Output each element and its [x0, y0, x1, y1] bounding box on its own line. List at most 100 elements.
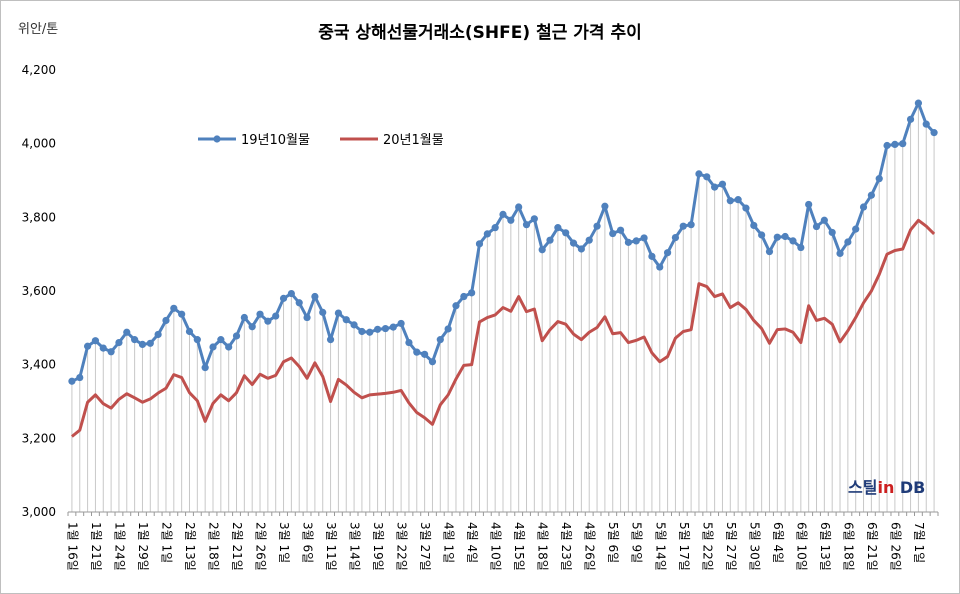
data-point: [703, 173, 711, 181]
data-point: [178, 310, 186, 318]
data-point: [656, 263, 664, 271]
data-point: [828, 228, 836, 237]
data-point: [311, 292, 319, 301]
data-point: [562, 229, 570, 237]
data-point: [663, 249, 672, 257]
data-point: [287, 289, 295, 298]
x-tick-label: 6월 10일: [794, 522, 808, 571]
data-point: [326, 336, 335, 344]
data-point: [358, 327, 366, 336]
data-point: [483, 230, 491, 238]
data-point: [123, 328, 131, 336]
y-tick-label: 3,800: [22, 210, 56, 224]
data-point: [820, 216, 828, 224]
data-point: [640, 234, 648, 242]
data-point: [397, 319, 405, 328]
data-point: [256, 310, 264, 318]
data-point: [138, 340, 147, 349]
x-tick-label: 3월 27일: [418, 522, 432, 571]
data-point: [232, 332, 241, 340]
y-tick-label: 3,600: [22, 284, 56, 298]
data-point: [711, 183, 719, 191]
x-tick-label: 2월 18일: [207, 522, 221, 571]
drop-lines: [71, 103, 935, 512]
legend: 19년10월물 20년1월물: [198, 133, 444, 148]
data-point: [272, 312, 280, 320]
x-tick-label: 6월 13일: [818, 522, 832, 571]
data-point: [812, 222, 821, 231]
data-point: [859, 203, 868, 211]
x-tick-label: 2월 26일: [254, 522, 268, 571]
legend-label-2: 20년1월물: [383, 133, 444, 148]
x-tick-label: 6월 4일: [771, 522, 785, 563]
x-tick-label: 4월 4일: [465, 522, 479, 563]
x-tick-label: 7월 1일: [912, 522, 926, 563]
x-tick-label: 3월 11일: [324, 522, 338, 571]
brand-logo-part2: in: [877, 478, 895, 497]
x-tick-label: 5월 9일: [630, 522, 644, 563]
data-point: [193, 336, 201, 344]
data-point: [170, 304, 178, 312]
data-point: [648, 252, 656, 260]
data-point: [99, 344, 107, 352]
x-tick-label: 2월 21일: [230, 522, 244, 571]
data-point: [475, 240, 484, 248]
data-point: [718, 180, 727, 188]
data-point: [209, 343, 217, 351]
data-point: [366, 328, 374, 336]
x-tick-label: 6월 26일: [888, 522, 902, 571]
data-point: [185, 327, 194, 336]
data-point: [914, 99, 923, 107]
x-tick-label: 3월 6일: [301, 522, 315, 563]
data-point: [695, 170, 703, 178]
x-tick-label: 3월 22일: [395, 522, 409, 571]
y-tick-label: 3,400: [22, 358, 56, 372]
y-tick-label: 3,000: [22, 505, 56, 519]
brand-logo-part3: DB: [894, 478, 926, 497]
data-point: [373, 325, 382, 333]
data-point: [844, 238, 852, 246]
x-tick-label: 5월 30일: [747, 522, 761, 571]
legend-marker-1: [213, 135, 221, 143]
x-tick-label: 1월 24일: [112, 522, 126, 571]
x-tick-label: 4월 1일: [442, 522, 456, 563]
data-point: [319, 308, 327, 316]
x-tick-label: 4월 26일: [583, 522, 597, 571]
x-tick-label: 3월 1일: [277, 522, 291, 563]
data-point: [342, 316, 350, 324]
data-point: [350, 321, 358, 329]
data-point: [765, 247, 774, 256]
data-point: [334, 309, 343, 317]
data-point: [248, 323, 256, 331]
x-tick-label: 4월 18일: [536, 522, 550, 571]
data-point: [906, 115, 915, 123]
series-line-2: [70, 218, 936, 438]
data-point: [797, 243, 805, 252]
data-point: [852, 225, 860, 233]
data-point: [593, 222, 601, 230]
data-point: [742, 204, 750, 212]
data-point: [468, 289, 476, 297]
data-point: [734, 196, 742, 204]
data-point: [499, 210, 507, 218]
x-tick-label: 5월 17일: [677, 522, 691, 571]
x-tick-label: 3월 14일: [348, 522, 362, 571]
data-point: [381, 324, 390, 333]
data-point: [891, 140, 899, 149]
data-point: [295, 299, 303, 307]
data-point: [115, 338, 123, 347]
x-tick-label: 4월 10일: [489, 522, 503, 571]
x-tick-label: 4월 15일: [512, 522, 526, 571]
data-point: [609, 229, 617, 238]
data-point: [436, 336, 444, 344]
data-point: [554, 224, 562, 232]
legend-label-1: 19년10월물: [241, 133, 310, 148]
data-point: [773, 233, 781, 241]
data-point: [413, 348, 421, 356]
data-point: [162, 316, 170, 325]
data-point: [836, 249, 844, 258]
data-point: [240, 313, 248, 322]
data-point: [577, 245, 585, 253]
data-point: [452, 302, 460, 310]
